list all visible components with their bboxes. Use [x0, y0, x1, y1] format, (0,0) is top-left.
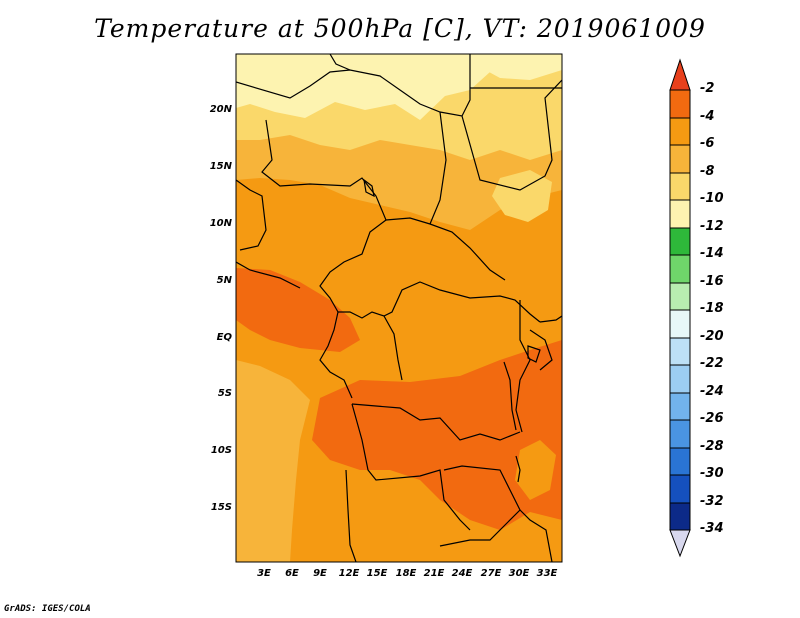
colorbar-top-arrow — [669, 58, 691, 91]
colorbar-label-minus16: -16 — [700, 274, 724, 289]
lat-label-15s: 15S — [210, 502, 232, 513]
field-patch-minus12-minus10-ne — [470, 54, 562, 80]
lon-label-9e: 9E — [313, 568, 327, 579]
colorbar-label-minus10: -10 — [700, 191, 724, 206]
lon-label-12e: 12E — [338, 568, 360, 579]
lat-label-10s: 10S — [210, 445, 232, 456]
colorbar-label-minus24: -24 — [700, 384, 724, 399]
temperature-field — [236, 54, 562, 562]
colorbar-swatch-9 — [669, 337, 691, 366]
colorbar-swatch-4 — [669, 199, 691, 229]
colorbar-swatch-8 — [669, 309, 691, 339]
lon-label-15e: 15E — [366, 568, 388, 579]
colorbar-label-minus12: -12 — [700, 219, 724, 234]
colorbar-label-minus2: -2 — [700, 81, 715, 96]
colorbar-swatch-2 — [669, 144, 691, 174]
map-title: Temperature at 500hPa [C], VT: 201906100… — [94, 14, 706, 43]
field-band-minus12-minus10 — [236, 54, 490, 120]
colorbar-swatch-14 — [669, 474, 691, 504]
colorbar-swatch-11 — [669, 392, 691, 421]
colorbar-swatch-0 — [669, 89, 691, 119]
colorbar-swatch-6 — [669, 254, 691, 284]
colorbar-label-minus26: -26 — [700, 411, 724, 426]
colorbar-label-minus32: -32 — [700, 494, 724, 509]
lon-label-3e: 3E — [257, 568, 271, 579]
colorbar-label-minus20: -20 — [700, 329, 724, 344]
colorbar — [669, 58, 691, 558]
lon-label-24e: 24E — [451, 568, 473, 579]
colorbar-swatch-1 — [669, 117, 691, 146]
lat-label-10n: 10N — [209, 218, 232, 229]
colorbar-swatch-12 — [669, 419, 691, 449]
colorbar-label-minus18: -18 — [700, 301, 724, 316]
lat-label-eq: EQ — [216, 332, 232, 343]
colorbar-swatch-5 — [669, 227, 691, 256]
field-band-minus4-minus2-south — [312, 340, 562, 530]
grads-credit: GrADS: IGES/COLA — [4, 604, 91, 614]
field-patch-minus10-minus8-east — [492, 170, 552, 222]
colorbar-bottom-arrow — [669, 529, 691, 558]
lon-label-30e: 30E — [508, 568, 530, 579]
lat-label-5s: 5S — [217, 388, 232, 399]
colorbar-label-minus14: -14 — [700, 246, 724, 261]
lon-label-27e: 27E — [480, 568, 502, 579]
colorbar-label-minus30: -30 — [700, 466, 724, 481]
colorbar-label-minus34: -34 — [700, 521, 724, 536]
field-patch-minus6-minus4-southeast — [515, 440, 556, 500]
colorbar-swatch-13 — [669, 447, 691, 476]
lat-label-5n: 5N — [216, 275, 232, 286]
colorbar-swatch-15 — [669, 502, 691, 531]
lakes — [363, 178, 541, 483]
lat-label-20n: 20N — [209, 104, 232, 115]
lon-label-21e: 21E — [423, 568, 445, 579]
colorbar-swatch-10 — [669, 364, 691, 394]
field-band-minus4-minus2-west — [236, 268, 360, 352]
lon-label-33e: 33E — [536, 568, 558, 579]
colorbar-swatch-3 — [669, 172, 691, 201]
colorbar-label-minus8: -8 — [700, 164, 715, 179]
colorbar-swatch-7 — [669, 282, 691, 311]
colorbar-label-minus22: -22 — [700, 356, 724, 371]
colorbar-label-minus6: -6 — [700, 136, 715, 151]
country-borders — [236, 54, 562, 562]
field-band-minus8-minus6-southwest — [236, 360, 310, 562]
lon-label-6e: 6E — [285, 568, 299, 579]
lat-label-15n: 15N — [209, 161, 232, 172]
colorbar-label-minus28: -28 — [700, 439, 724, 454]
map-frame — [235, 53, 563, 563]
lon-label-18e: 18E — [395, 568, 417, 579]
colorbar-label-minus4: -4 — [700, 109, 715, 124]
